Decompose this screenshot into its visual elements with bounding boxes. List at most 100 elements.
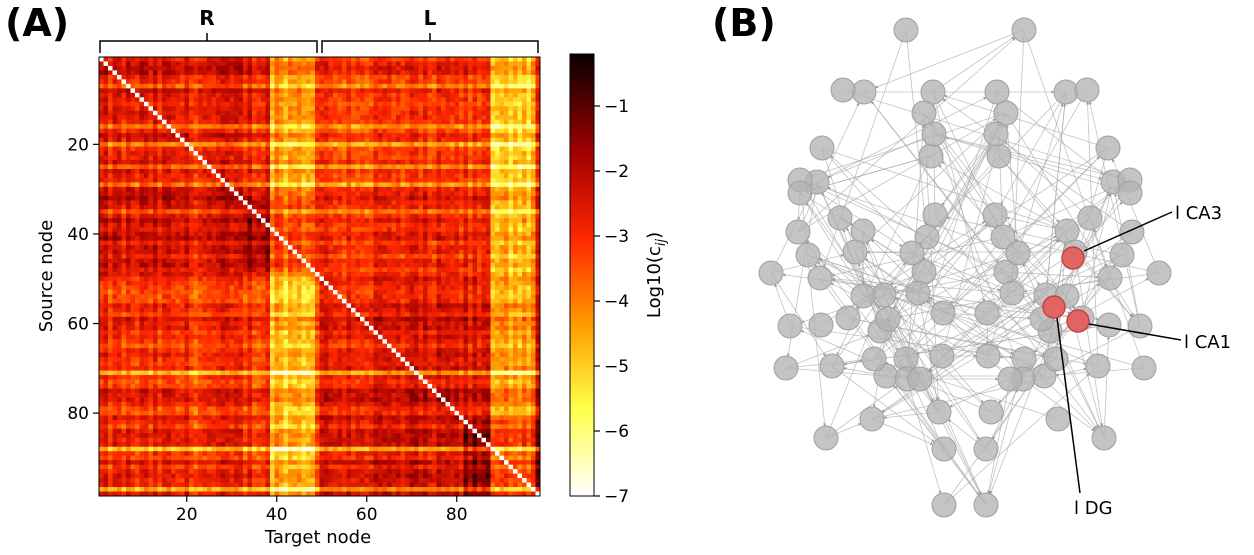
heatmap-cell: [490, 173, 496, 179]
heatmap-cell: [409, 151, 415, 156]
heatmap-cell: [99, 115, 104, 121]
heatmap-cell: [108, 231, 113, 237]
heatmap-cell: [432, 263, 437, 268]
heatmap-cell: [535, 227, 541, 233]
heatmap-cell: [513, 97, 518, 103]
heatmap-cell: [391, 65, 397, 71]
heatmap-cell: [463, 79, 469, 85]
heatmap-cell: [472, 142, 478, 147]
heatmap-cell: [292, 101, 298, 107]
heatmap-cell: [274, 128, 280, 134]
heatmap-cell: [418, 236, 424, 242]
heatmap-cell: [139, 70, 145, 76]
heatmap-cell: [499, 191, 505, 197]
heatmap-cell: [297, 79, 302, 85]
heatmap-cell: [121, 155, 127, 161]
heatmap-cell: [346, 124, 352, 130]
heatmap-cell: [202, 200, 208, 206]
heatmap-cell: [139, 61, 145, 67]
heatmap-cell: [112, 88, 118, 94]
heatmap-cell: [400, 209, 406, 215]
heatmap-cell: [252, 124, 257, 130]
heatmap-cell: [459, 254, 464, 259]
heatmap-cell: [99, 124, 104, 130]
heatmap-cell: [324, 186, 329, 192]
heatmap-cell: [382, 97, 388, 103]
heatmap-cell: [117, 164, 122, 170]
heatmap-cell: [351, 101, 356, 107]
heatmap-cell: [301, 213, 307, 219]
heatmap-cell: [445, 182, 451, 188]
heatmap-cell: [499, 110, 505, 116]
heatmap-cell: [432, 280, 437, 286]
heatmap-cell: [126, 83, 131, 89]
heatmap-cell: [535, 101, 541, 107]
heatmap-cell: [292, 119, 298, 125]
heatmap-cell: [513, 168, 518, 174]
heatmap-cell: [216, 137, 221, 143]
heatmap-cell: [360, 231, 365, 237]
heatmap-cell: [135, 272, 140, 277]
heatmap-cell: [310, 218, 316, 224]
heatmap-cell: [112, 209, 118, 215]
heatmap-cell: [526, 92, 532, 98]
heatmap-cell: [310, 263, 316, 268]
heatmap-cell: [229, 142, 235, 147]
heatmap-cell: [373, 155, 379, 161]
heatmap-cell: [189, 227, 194, 233]
heatmap-cell: [207, 151, 212, 156]
heatmap-cell: [333, 276, 338, 282]
heatmap-cell: [112, 65, 118, 71]
heatmap-cell: [256, 124, 262, 130]
heatmap-cell: [472, 74, 478, 80]
heatmap-cell: [198, 168, 203, 174]
heatmap-cell: [283, 204, 289, 210]
heatmap-cell: [378, 272, 383, 277]
heatmap-cell: [369, 231, 374, 237]
heatmap-cell: [166, 74, 172, 80]
heatmap-cell: [99, 97, 104, 103]
heatmap-cell: [535, 249, 541, 255]
heatmap-cell: [139, 186, 145, 192]
heatmap-cell: [315, 267, 320, 273]
heatmap-cell: [481, 182, 487, 188]
heatmap-cell: [477, 83, 482, 89]
heatmap-cell: [472, 101, 478, 107]
heatmap-cell: [400, 280, 406, 286]
heatmap-cell: [121, 115, 127, 121]
heatmap-cell: [324, 195, 329, 201]
heatmap-cell: [351, 263, 356, 268]
heatmap-cell: [112, 119, 118, 125]
heatmap-cell: [441, 258, 446, 264]
heatmap-cell: [180, 115, 185, 121]
heatmap-cell: [400, 97, 406, 103]
heatmap-cell: [135, 200, 140, 206]
heatmap-cell: [139, 191, 145, 197]
heatmap-cell: [202, 151, 208, 156]
heatmap-cell: [130, 249, 136, 255]
heatmap-cell: [427, 222, 433, 228]
heatmap-cell: [225, 200, 230, 206]
heatmap-cell: [310, 231, 316, 237]
heatmap-cell: [121, 263, 127, 268]
heatmap-cell: [139, 213, 145, 219]
heatmap-cell: [522, 249, 527, 255]
heatmap-cell: [171, 155, 176, 161]
heatmap-cell: [333, 88, 338, 94]
heatmap-cell: [319, 258, 325, 264]
heatmap-cell: [157, 92, 163, 98]
heatmap-cell: [526, 249, 532, 255]
heatmap-cell: [445, 79, 451, 85]
heatmap-cell: [310, 272, 316, 277]
heatmap-cell: [153, 119, 158, 125]
heatmap-cell: [468, 106, 473, 112]
heatmap-cell: [522, 177, 527, 183]
heatmap-cell: [495, 146, 500, 152]
heatmap-cell: [238, 173, 244, 179]
heatmap-cell: [441, 222, 446, 228]
heatmap-cell: [216, 195, 221, 201]
heatmap-cell: [189, 218, 194, 224]
heatmap-cell: [360, 115, 365, 121]
heatmap-cell: [499, 254, 505, 259]
heatmap-cell: [198, 236, 203, 242]
